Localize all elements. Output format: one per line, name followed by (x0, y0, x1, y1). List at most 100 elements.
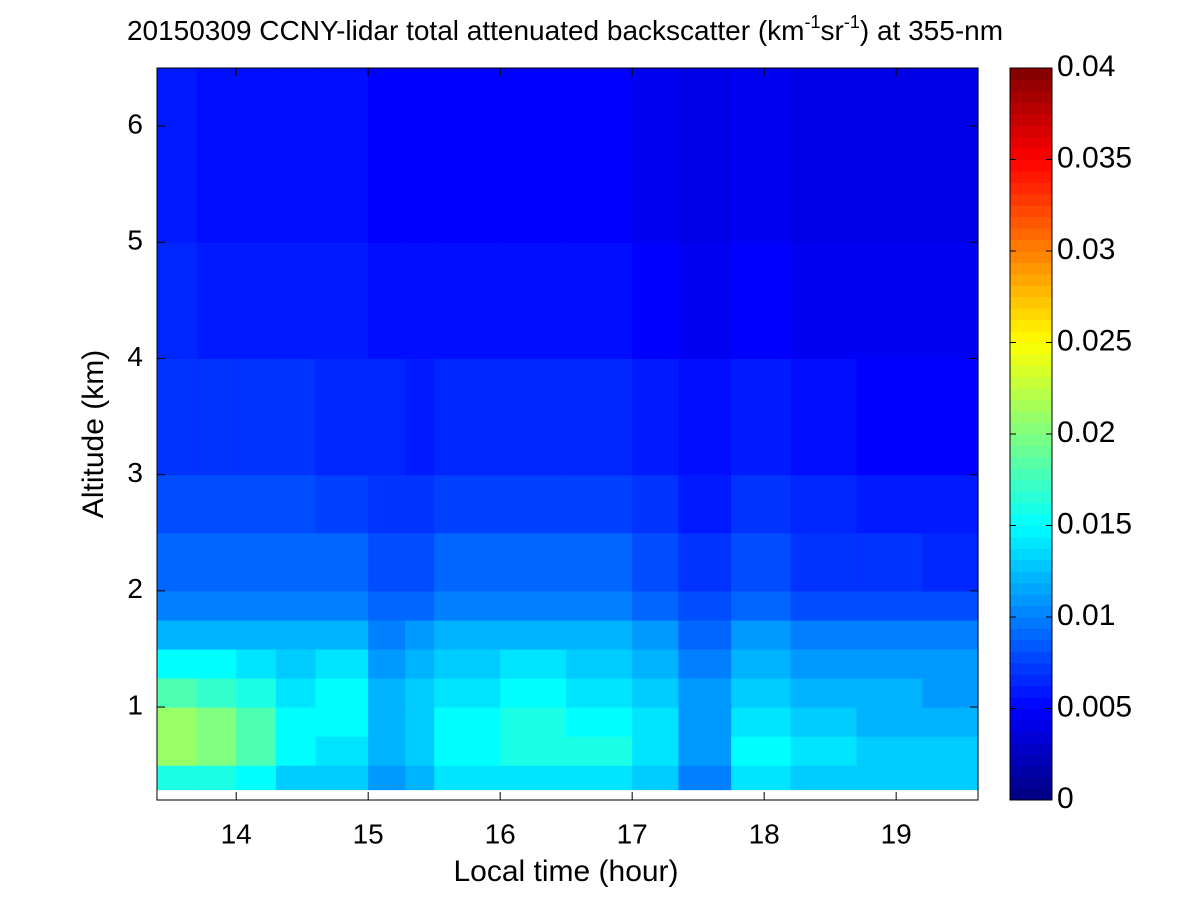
heatmap-cell (196, 474, 237, 534)
colorbar-swatch (1010, 262, 1052, 275)
heatmap-cell (368, 532, 406, 592)
colorbar-swatch (1010, 319, 1052, 332)
colorbar-swatch (1010, 170, 1052, 183)
heatmap-cell (368, 736, 406, 766)
heatmap-cell (275, 242, 316, 360)
heatmap-cell (500, 765, 567, 791)
heatmap-cell (157, 619, 198, 650)
heatmap-cell (368, 619, 406, 650)
heatmap-cell (315, 707, 369, 737)
heatmap-cell (368, 358, 406, 476)
heatmap-cell (856, 648, 924, 679)
heatmap-cell (157, 678, 198, 708)
colorbar-swatch (1010, 79, 1052, 92)
heatmap-cell (856, 532, 924, 592)
colorbar-tick-label: 0.005 (1057, 690, 1132, 723)
heatmap-cell (790, 358, 858, 476)
heatmap-cell (405, 358, 435, 476)
heatmap-cell (678, 68, 732, 243)
colorbar-swatch (1010, 514, 1052, 526)
colorbar-swatch (1010, 68, 1052, 80)
heatmap-cell (632, 648, 679, 679)
heatmap-cell (731, 242, 792, 360)
colorbar-swatch (1010, 456, 1052, 469)
heatmap-cell (157, 590, 198, 621)
colorbar-swatch (1010, 765, 1052, 778)
heatmap-cell (731, 590, 792, 621)
colorbar-swatch (1010, 125, 1052, 138)
colorbar-swatch (1010, 285, 1052, 298)
x-tick-label: 16 (485, 818, 516, 849)
heatmap-cell (678, 619, 732, 650)
colorbar-swatch (1010, 685, 1052, 698)
heatmap-cell (632, 765, 679, 791)
heatmap-cell (790, 678, 858, 708)
y-tick-label: 3 (127, 457, 143, 488)
heatmap-cell (196, 765, 237, 791)
y-axis-label: Altitude (km) (77, 350, 110, 518)
heatmap-cell (275, 678, 316, 708)
heatmap-cell (275, 648, 316, 679)
colorbar-swatch (1010, 719, 1052, 732)
heatmap-cell (236, 68, 277, 243)
heatmap-cell (731, 707, 792, 737)
heatmap-cell (275, 532, 316, 592)
heatmap-cell (368, 474, 406, 534)
colorbar-swatch (1010, 159, 1052, 172)
heatmap-cell (315, 358, 369, 476)
heatmap-cell (632, 736, 679, 766)
colorbar-swatch (1010, 296, 1052, 309)
colorbar-tick-label: 0.02 (1057, 416, 1115, 449)
colorbar-swatch (1010, 308, 1052, 321)
heatmap-cell (368, 707, 406, 737)
heatmap-cell (856, 678, 924, 708)
heatmap-cell (566, 707, 633, 737)
heatmap-cell (236, 765, 277, 791)
title-part: 20150309 CCNY-lidar total attenuated bac… (127, 15, 805, 46)
heatmap-cell (434, 358, 501, 476)
heatmap-cell (236, 707, 277, 737)
heatmap-cell (731, 68, 792, 243)
colorbar-swatch (1010, 90, 1052, 103)
heatmap-cell (678, 765, 732, 791)
heatmap-cell (157, 765, 198, 791)
heatmap-cell (236, 532, 277, 592)
colorbar-tick-label: 0.015 (1057, 507, 1132, 540)
colorbar-swatch (1010, 617, 1052, 629)
heatmap-cell (856, 590, 924, 621)
heatmap-cell (157, 707, 198, 737)
colorbar-swatch (1010, 651, 1052, 664)
heatmap-cell (731, 474, 792, 534)
heatmap-cell (315, 619, 369, 650)
heatmap-cell (196, 242, 237, 360)
heatmap-cell (790, 68, 858, 243)
colorbar-swatch (1010, 113, 1052, 126)
colorbar-swatch (1010, 331, 1052, 343)
heatmap-cell (315, 678, 369, 708)
heatmap-cell (678, 242, 732, 360)
heatmap-cell (405, 765, 435, 791)
heatmap-cell (856, 474, 924, 534)
colorbar-swatch (1010, 571, 1052, 584)
heatmap-cell (434, 736, 501, 766)
heatmap-cell (922, 736, 979, 766)
colorbar-swatch (1010, 742, 1052, 755)
heatmap-cell (678, 648, 732, 679)
colorbar-tick-label: 0.04 (1057, 50, 1115, 83)
heatmap-cell (790, 590, 858, 621)
heatmap-cell (790, 707, 858, 737)
heatmap-cell (566, 590, 633, 621)
y-tick-label: 4 (127, 341, 143, 372)
colorbar-tick-label: 0.03 (1057, 233, 1115, 266)
heatmap-cell (196, 736, 237, 766)
heatmap-cell (790, 765, 858, 791)
heatmap-cell (856, 619, 924, 650)
heatmap-cell (315, 736, 369, 766)
heatmap-cell (632, 68, 679, 243)
heatmap-cell (157, 242, 198, 360)
heatmap-cell (500, 619, 567, 650)
colorbar-swatch (1010, 399, 1052, 412)
colorbar-swatch (1010, 205, 1052, 218)
heatmap-cell (678, 678, 732, 708)
heatmap-cell (500, 474, 567, 534)
